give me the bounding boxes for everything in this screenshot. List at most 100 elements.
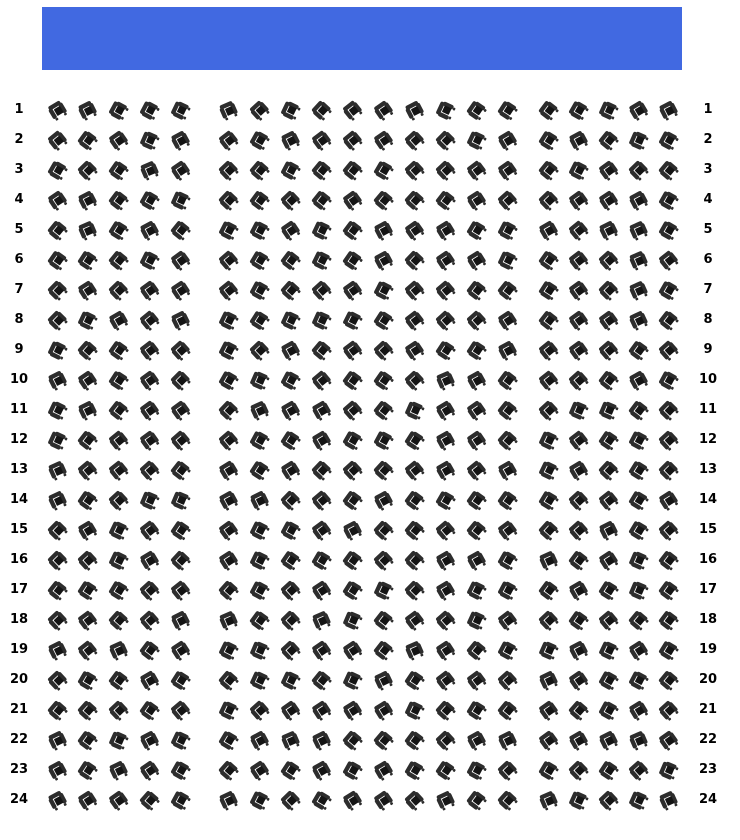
seat[interactable] (402, 727, 428, 753)
seat[interactable] (106, 787, 132, 813)
seat[interactable] (655, 277, 681, 303)
seat[interactable] (565, 757, 591, 783)
seat[interactable] (433, 697, 459, 723)
seat[interactable] (136, 217, 162, 243)
seat[interactable] (246, 517, 272, 543)
seat[interactable] (44, 217, 70, 243)
seat[interactable] (371, 637, 397, 663)
seat[interactable] (535, 517, 561, 543)
seat[interactable] (402, 637, 428, 663)
seat[interactable] (625, 217, 651, 243)
seat[interactable] (371, 577, 397, 603)
seat[interactable] (75, 517, 101, 543)
seat[interactable] (167, 427, 193, 453)
seat[interactable] (433, 217, 459, 243)
seat[interactable] (433, 307, 459, 333)
seat[interactable] (565, 307, 591, 333)
seat[interactable] (595, 487, 621, 513)
seat[interactable] (277, 337, 303, 363)
seat[interactable] (464, 247, 490, 273)
seat[interactable] (433, 367, 459, 393)
seat[interactable] (625, 127, 651, 153)
seat[interactable] (535, 637, 561, 663)
seat[interactable] (464, 457, 490, 483)
seat[interactable] (106, 547, 132, 573)
seat[interactable] (535, 217, 561, 243)
seat[interactable] (565, 787, 591, 813)
seat[interactable] (464, 307, 490, 333)
seat[interactable] (535, 277, 561, 303)
seat[interactable] (625, 517, 651, 543)
seat[interactable] (246, 307, 272, 333)
seat[interactable] (495, 427, 521, 453)
seat[interactable] (339, 697, 365, 723)
seat[interactable] (625, 307, 651, 333)
seat[interactable] (655, 367, 681, 393)
seat[interactable] (106, 97, 132, 123)
seat[interactable] (464, 367, 490, 393)
seat[interactable] (277, 367, 303, 393)
seat[interactable] (44, 637, 70, 663)
seat[interactable] (595, 157, 621, 183)
seat[interactable] (136, 727, 162, 753)
seat[interactable] (371, 607, 397, 633)
seat[interactable] (106, 577, 132, 603)
seat[interactable] (339, 427, 365, 453)
seat[interactable] (339, 577, 365, 603)
seat[interactable] (167, 247, 193, 273)
seat[interactable] (308, 187, 334, 213)
seat[interactable] (167, 787, 193, 813)
seat[interactable] (136, 157, 162, 183)
seat[interactable] (215, 637, 241, 663)
seat[interactable] (246, 127, 272, 153)
seat[interactable] (371, 337, 397, 363)
seat[interactable] (464, 187, 490, 213)
seat[interactable] (167, 697, 193, 723)
seat[interactable] (246, 667, 272, 693)
seat[interactable] (464, 427, 490, 453)
seat[interactable] (402, 187, 428, 213)
seat[interactable] (167, 667, 193, 693)
seat[interactable] (535, 97, 561, 123)
seat[interactable] (371, 217, 397, 243)
seat[interactable] (625, 277, 651, 303)
seat[interactable] (565, 247, 591, 273)
seat[interactable] (402, 307, 428, 333)
seat[interactable] (215, 127, 241, 153)
seat[interactable] (44, 367, 70, 393)
seat[interactable] (106, 607, 132, 633)
seat[interactable] (625, 757, 651, 783)
seat[interactable] (565, 157, 591, 183)
seat[interactable] (339, 397, 365, 423)
seat[interactable] (308, 427, 334, 453)
seat[interactable] (655, 157, 681, 183)
seat[interactable] (625, 457, 651, 483)
seat[interactable] (655, 517, 681, 543)
seat[interactable] (625, 427, 651, 453)
seat[interactable] (495, 457, 521, 483)
seat[interactable] (246, 367, 272, 393)
seat[interactable] (75, 457, 101, 483)
seat[interactable] (106, 127, 132, 153)
seat[interactable] (339, 367, 365, 393)
seat[interactable] (535, 307, 561, 333)
seat[interactable] (277, 277, 303, 303)
seat[interactable] (565, 517, 591, 543)
seat[interactable] (277, 487, 303, 513)
seat[interactable] (625, 157, 651, 183)
seat[interactable] (495, 277, 521, 303)
seat[interactable] (167, 637, 193, 663)
seat[interactable] (308, 397, 334, 423)
seat[interactable] (136, 577, 162, 603)
seat[interactable] (495, 697, 521, 723)
seat[interactable] (308, 277, 334, 303)
seat[interactable] (464, 757, 490, 783)
seat[interactable] (246, 397, 272, 423)
seat[interactable] (246, 277, 272, 303)
seat[interactable] (106, 217, 132, 243)
seat[interactable] (136, 697, 162, 723)
seat[interactable] (75, 277, 101, 303)
seat[interactable] (495, 757, 521, 783)
seat[interactable] (495, 577, 521, 603)
seat[interactable] (565, 397, 591, 423)
